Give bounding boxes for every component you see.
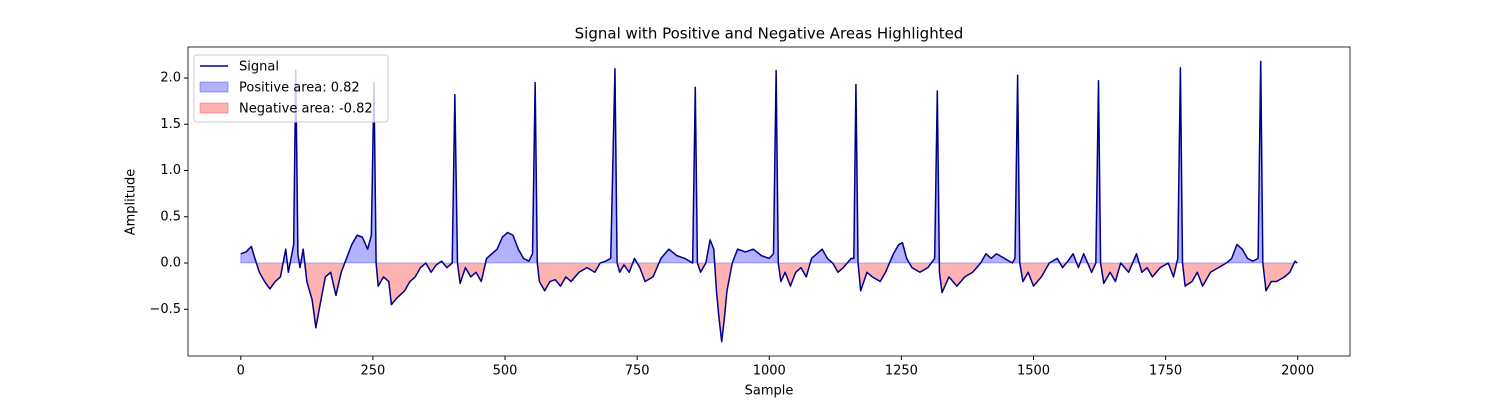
area-fill [240, 61, 1298, 263]
x-tick-label: 750 [625, 364, 650, 379]
legend-label: Positive area: 0.82 [239, 81, 360, 96]
y-tick-label: 0.0 [160, 256, 181, 271]
legend-swatch [199, 81, 229, 93]
x-tick-label: 2000 [1281, 364, 1314, 379]
x-tick-label: 1000 [753, 364, 786, 379]
signal-line [240, 60, 1298, 343]
area-fill [240, 263, 1299, 342]
legend-label: Signal [239, 60, 279, 75]
y-tick-label: 1.0 [160, 163, 181, 178]
legend-label: Negative area: -0.82 [239, 102, 373, 117]
x-tick-label: 500 [493, 364, 518, 379]
x-tick-label: 1500 [1017, 364, 1050, 379]
y-axis-label: Amplitude [124, 169, 139, 236]
x-tick-label: 0 [237, 364, 245, 379]
x-tick-label: 1750 [1149, 364, 1182, 379]
y-tick-label: −0.5 [149, 302, 181, 317]
x-tick-label: 1250 [885, 364, 918, 379]
x-tick-label: 250 [361, 364, 386, 379]
y-tick-label: 2.0 [160, 70, 181, 85]
y-tick-label: 0.5 [160, 209, 181, 224]
y-tick-label: 1.5 [160, 117, 181, 132]
legend-box [193, 54, 389, 123]
chart-title: Signal with Positive and Negative Areas … [575, 25, 964, 43]
x-axis-label: Sample [745, 384, 794, 399]
legend-swatch [199, 102, 229, 114]
